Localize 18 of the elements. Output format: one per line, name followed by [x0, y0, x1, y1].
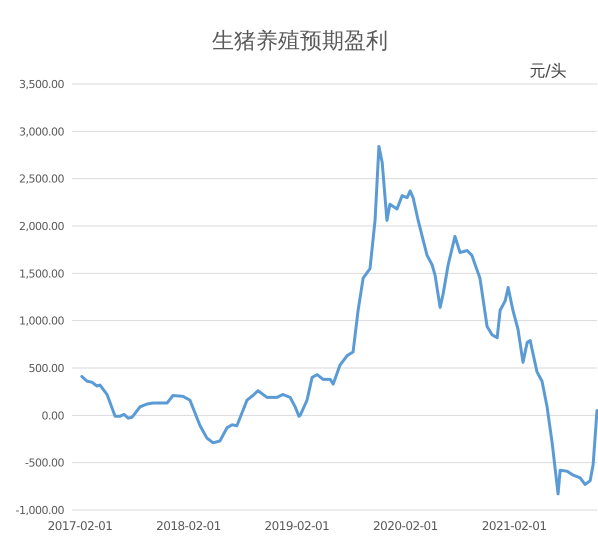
y-tick-label: 2,500.00: [19, 172, 64, 186]
y-tick-label: -500.00: [25, 456, 64, 470]
line-series: [80, 144, 598, 496]
y-tick-label: 500.00: [28, 362, 64, 375]
y-tick-label: 1,500.00: [19, 267, 64, 280]
y-tick-label: 3,000.00: [19, 125, 64, 138]
y-axis-title: 元/头: [529, 61, 567, 80]
x-tick-label: 2018-02-01: [156, 519, 221, 533]
y-tick-label: -1,000.00: [16, 504, 64, 517]
x-tick-label: 2021-02-01: [482, 519, 546, 533]
y-tick-label: 0.00: [42, 409, 64, 422]
chart-title: 生猪养殖预期盈利: [212, 29, 388, 54]
y-tick-label: 3,500.00: [19, 78, 64, 91]
x-tick-label: 2020-02-01: [372, 519, 438, 533]
x-tick-label: 2019-02-01: [264, 519, 330, 533]
x-tick-label: 2017-02-01: [48, 519, 112, 533]
y-tick-label: 2,000.00: [19, 220, 64, 233]
y-tick-label: 1,000.00: [19, 314, 64, 328]
